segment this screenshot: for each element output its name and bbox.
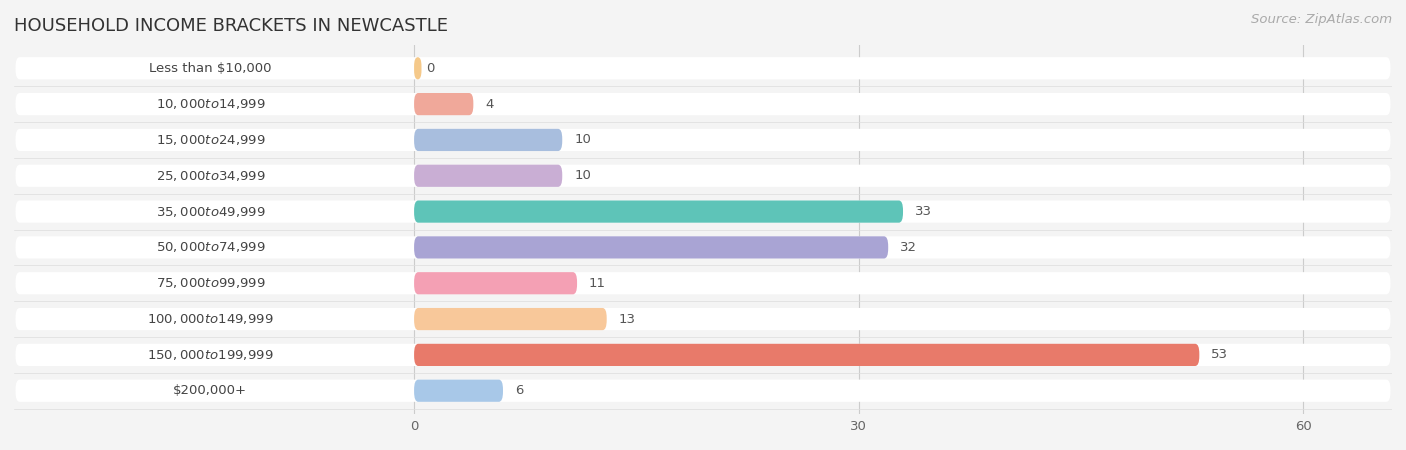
FancyBboxPatch shape bbox=[15, 344, 1391, 366]
FancyBboxPatch shape bbox=[17, 130, 406, 150]
Text: $25,000 to $34,999: $25,000 to $34,999 bbox=[156, 169, 266, 183]
FancyBboxPatch shape bbox=[17, 381, 406, 401]
Text: Less than $10,000: Less than $10,000 bbox=[149, 62, 271, 75]
Text: $150,000 to $199,999: $150,000 to $199,999 bbox=[148, 348, 274, 362]
FancyBboxPatch shape bbox=[15, 236, 1391, 258]
FancyBboxPatch shape bbox=[15, 93, 1391, 115]
Text: 13: 13 bbox=[619, 313, 636, 325]
Text: $100,000 to $149,999: $100,000 to $149,999 bbox=[148, 312, 274, 326]
FancyBboxPatch shape bbox=[15, 165, 1391, 187]
FancyBboxPatch shape bbox=[17, 94, 406, 114]
Text: $200,000+: $200,000+ bbox=[173, 384, 247, 397]
FancyBboxPatch shape bbox=[415, 201, 903, 223]
FancyBboxPatch shape bbox=[415, 129, 562, 151]
Text: 4: 4 bbox=[485, 98, 494, 111]
FancyBboxPatch shape bbox=[15, 201, 1391, 223]
FancyBboxPatch shape bbox=[415, 272, 576, 294]
Text: 11: 11 bbox=[589, 277, 606, 290]
FancyBboxPatch shape bbox=[17, 345, 406, 365]
FancyBboxPatch shape bbox=[415, 236, 889, 258]
FancyBboxPatch shape bbox=[415, 93, 474, 115]
FancyBboxPatch shape bbox=[15, 272, 1391, 294]
FancyBboxPatch shape bbox=[15, 308, 1391, 330]
Text: $50,000 to $74,999: $50,000 to $74,999 bbox=[156, 240, 266, 254]
Text: 10: 10 bbox=[574, 134, 591, 146]
FancyBboxPatch shape bbox=[17, 166, 406, 186]
Text: $35,000 to $49,999: $35,000 to $49,999 bbox=[156, 205, 266, 219]
FancyBboxPatch shape bbox=[415, 344, 1199, 366]
FancyBboxPatch shape bbox=[17, 309, 406, 329]
FancyBboxPatch shape bbox=[415, 308, 607, 330]
FancyBboxPatch shape bbox=[17, 202, 406, 221]
Text: $75,000 to $99,999: $75,000 to $99,999 bbox=[156, 276, 266, 290]
FancyBboxPatch shape bbox=[415, 57, 422, 79]
FancyBboxPatch shape bbox=[15, 380, 1391, 402]
Text: 33: 33 bbox=[915, 205, 932, 218]
FancyBboxPatch shape bbox=[17, 58, 406, 78]
Text: $10,000 to $14,999: $10,000 to $14,999 bbox=[156, 97, 266, 111]
Text: 10: 10 bbox=[574, 169, 591, 182]
FancyBboxPatch shape bbox=[15, 129, 1391, 151]
Text: 53: 53 bbox=[1211, 348, 1229, 361]
FancyBboxPatch shape bbox=[15, 57, 1391, 79]
Text: 32: 32 bbox=[900, 241, 917, 254]
FancyBboxPatch shape bbox=[17, 273, 406, 293]
Text: 0: 0 bbox=[426, 62, 434, 75]
Text: 6: 6 bbox=[515, 384, 523, 397]
Text: Source: ZipAtlas.com: Source: ZipAtlas.com bbox=[1251, 14, 1392, 27]
FancyBboxPatch shape bbox=[415, 380, 503, 402]
Text: $15,000 to $24,999: $15,000 to $24,999 bbox=[156, 133, 266, 147]
Text: HOUSEHOLD INCOME BRACKETS IN NEWCASTLE: HOUSEHOLD INCOME BRACKETS IN NEWCASTLE bbox=[14, 17, 449, 35]
FancyBboxPatch shape bbox=[415, 165, 562, 187]
FancyBboxPatch shape bbox=[17, 238, 406, 257]
